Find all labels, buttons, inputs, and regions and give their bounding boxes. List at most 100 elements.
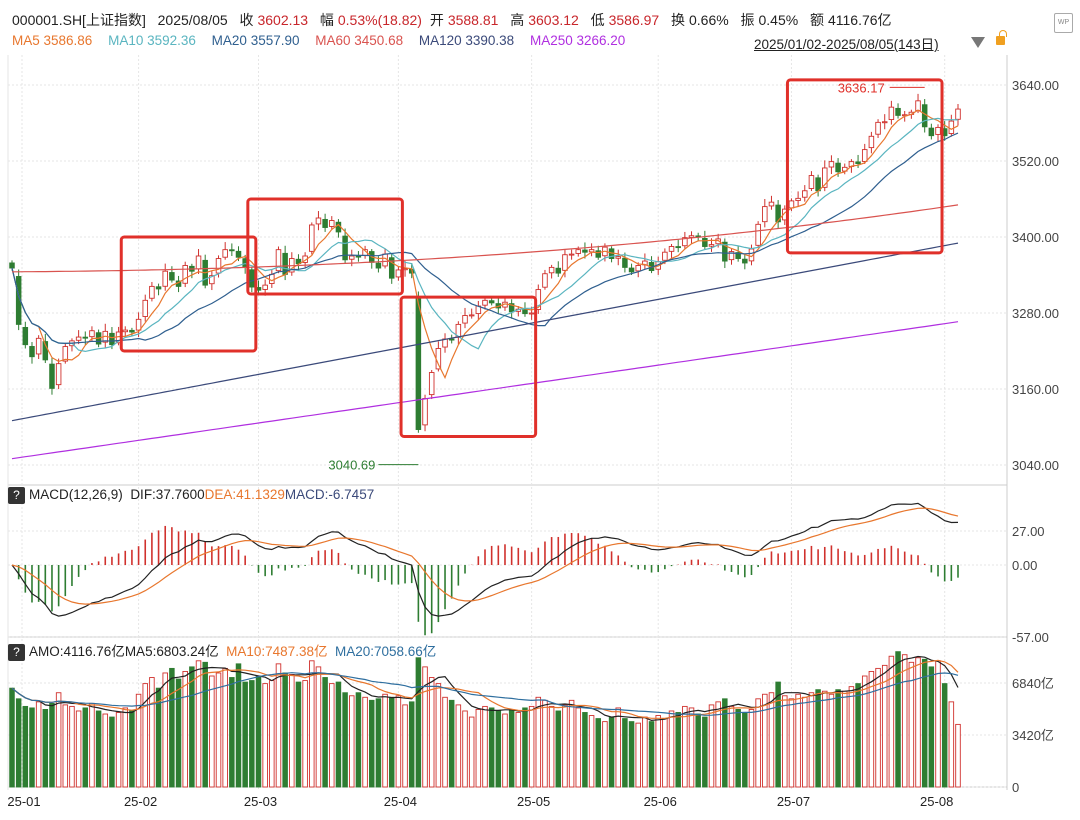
volume-bar bbox=[388, 696, 395, 788]
volume-bar bbox=[768, 692, 775, 788]
volume-bar bbox=[488, 707, 495, 788]
candle bbox=[635, 262, 641, 278]
unlock-icon[interactable] bbox=[996, 30, 1007, 45]
candle-body bbox=[29, 346, 35, 358]
candle bbox=[75, 330, 82, 345]
candle-body bbox=[762, 206, 768, 223]
candle-body bbox=[428, 372, 435, 396]
volume-bar bbox=[129, 710, 135, 788]
volume-bar bbox=[275, 663, 282, 788]
candle-body bbox=[129, 329, 135, 333]
candle bbox=[895, 103, 901, 119]
candle-body bbox=[928, 127, 935, 137]
candle-body bbox=[522, 309, 528, 315]
candle-body bbox=[249, 269, 255, 288]
candle bbox=[608, 246, 615, 263]
volume-bar bbox=[115, 712, 122, 788]
volume-bar bbox=[508, 709, 515, 788]
volume-tick-label: 0 bbox=[1012, 780, 1019, 795]
candle bbox=[329, 216, 335, 229]
candle bbox=[482, 296, 488, 310]
candle bbox=[455, 321, 462, 345]
candle bbox=[762, 199, 768, 228]
volume-bar bbox=[775, 681, 781, 788]
date-range-selector[interactable]: 2025/01/02-2025/08/05(143日) bbox=[754, 37, 939, 52]
open-value: 3588.81 bbox=[447, 12, 499, 28]
candle-body bbox=[322, 218, 328, 228]
x-tick-label: 25-05 bbox=[517, 794, 550, 809]
candle-body bbox=[708, 244, 715, 247]
volume-bar bbox=[735, 709, 741, 788]
price-tick-label: 3280.00 bbox=[1012, 306, 1059, 321]
volume-bar bbox=[402, 704, 408, 788]
volume-bar bbox=[482, 705, 488, 788]
volume-bar bbox=[675, 712, 681, 788]
volume-bar bbox=[615, 707, 621, 788]
candle bbox=[548, 264, 555, 279]
macd-tick-label: 0.00 bbox=[1012, 558, 1037, 573]
candle bbox=[22, 321, 29, 349]
candle-body bbox=[482, 299, 488, 306]
ma-legend: MA5 3586.86 MA10 3592.36 MA20 3557.90 MA… bbox=[12, 33, 637, 48]
candle bbox=[309, 222, 315, 255]
volume-bar bbox=[75, 710, 82, 788]
volume-bar bbox=[635, 722, 641, 788]
candle bbox=[468, 308, 475, 319]
volume-bar bbox=[855, 683, 861, 788]
macd-value: MACD:-6.7457 bbox=[284, 487, 375, 503]
candle bbox=[295, 254, 302, 271]
wp-icon[interactable]: WP bbox=[1054, 13, 1073, 33]
candle-body bbox=[49, 363, 55, 389]
candle-body bbox=[262, 284, 268, 290]
candle bbox=[55, 358, 62, 390]
volume-bar bbox=[69, 705, 75, 788]
x-tick-label: 25-07 bbox=[777, 794, 810, 809]
dropdown-triangle-icon[interactable] bbox=[971, 37, 985, 48]
amo-value: AMO:4116.76亿 bbox=[29, 644, 125, 659]
candle bbox=[415, 291, 422, 433]
candle bbox=[428, 370, 435, 400]
candle bbox=[808, 171, 815, 192]
candle bbox=[582, 242, 588, 259]
candle-body bbox=[562, 254, 568, 271]
candle-body bbox=[448, 338, 455, 341]
candle-body bbox=[881, 121, 888, 124]
candle bbox=[395, 266, 402, 281]
volume-bar bbox=[322, 677, 328, 788]
volume-bar bbox=[502, 713, 508, 788]
change-label: 幅 bbox=[319, 12, 334, 28]
volume-tick-label: 6840亿 bbox=[1012, 676, 1054, 691]
volume-bar bbox=[642, 716, 648, 788]
price-tick-label: 3640.00 bbox=[1012, 78, 1059, 93]
macd-tick-label: 27.00 bbox=[1012, 524, 1045, 539]
ma10-legend: MA10 3592.36 bbox=[108, 33, 196, 48]
amo-help-button[interactable]: ? bbox=[8, 643, 25, 661]
volume-bar bbox=[702, 716, 708, 788]
x-tick-label: 25-08 bbox=[920, 794, 953, 809]
volume-bar bbox=[55, 692, 62, 788]
macd-tick-label: -57.00 bbox=[1012, 630, 1049, 645]
volume-bar bbox=[302, 680, 308, 788]
macd-title: MACD(12,26,9) bbox=[29, 487, 123, 503]
candle-body bbox=[269, 273, 275, 284]
candle bbox=[222, 242, 228, 260]
volume-bar bbox=[368, 699, 375, 788]
ma120-line bbox=[11, 242, 959, 422]
macd-help-button[interactable]: ? bbox=[8, 487, 25, 504]
candle bbox=[335, 219, 342, 238]
turnover-label: 换 bbox=[671, 12, 685, 28]
volume-bar bbox=[9, 687, 15, 788]
candle-body bbox=[568, 253, 575, 256]
candle bbox=[682, 231, 688, 249]
volume-bar bbox=[29, 707, 35, 788]
volume-bar bbox=[848, 686, 855, 788]
candle-body bbox=[329, 220, 335, 227]
candle bbox=[135, 312, 142, 338]
candle-body bbox=[588, 249, 595, 253]
volume-bar bbox=[861, 675, 868, 788]
candle bbox=[368, 249, 375, 269]
candle bbox=[768, 195, 775, 210]
candle bbox=[675, 239, 681, 253]
candle-body bbox=[22, 326, 29, 346]
